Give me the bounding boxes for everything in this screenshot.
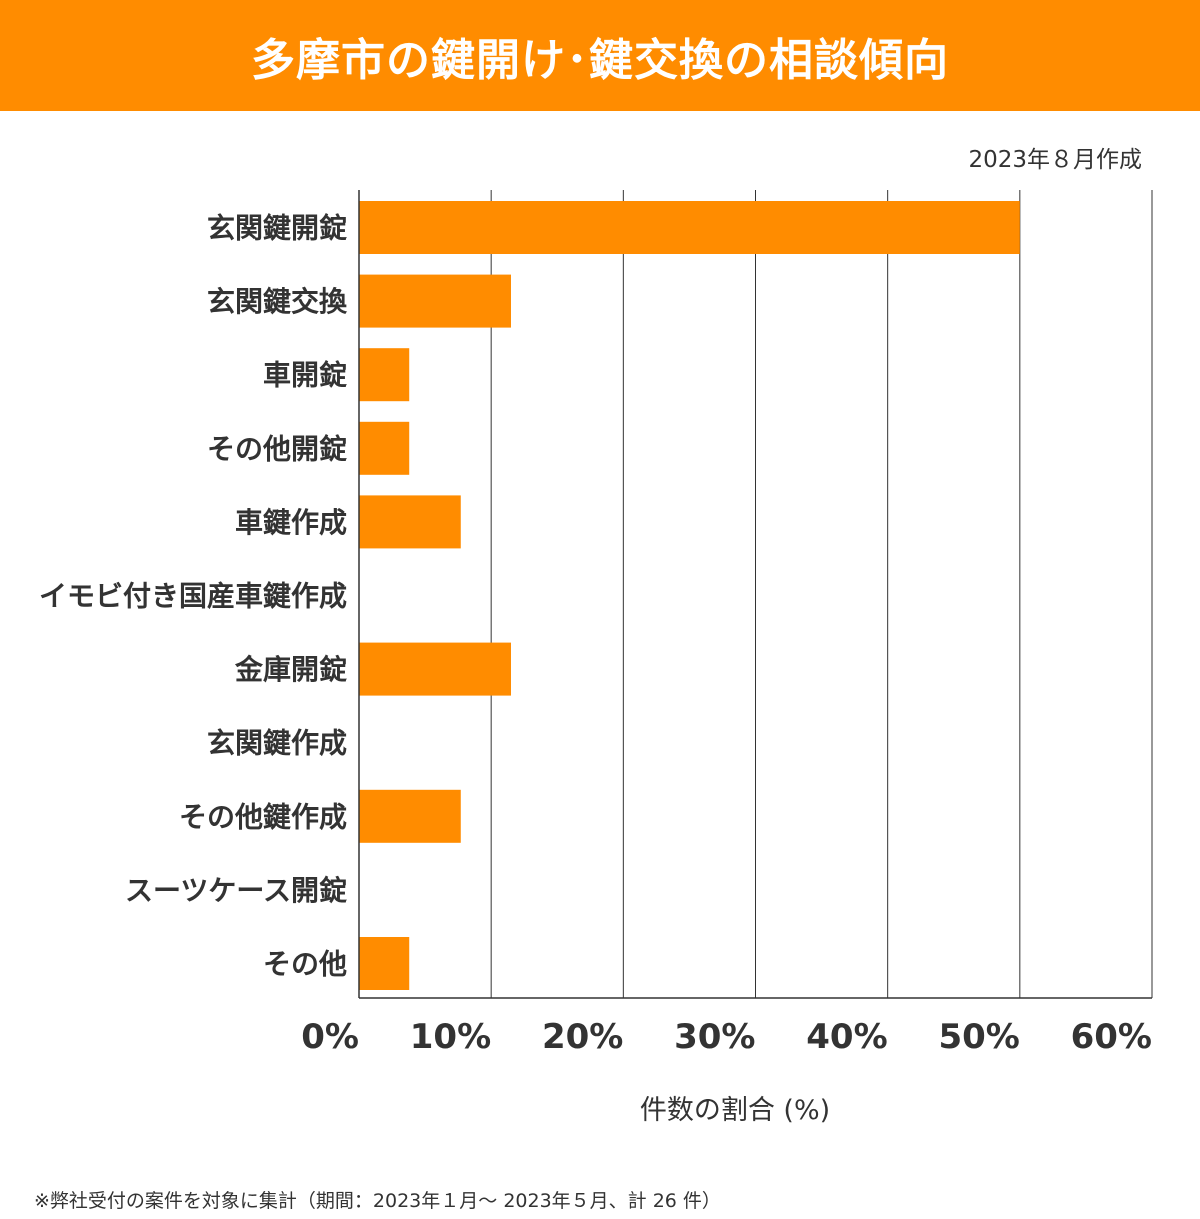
category-label-7: 玄関鍵作成 bbox=[207, 727, 347, 760]
category-labels: 玄関鍵開錠玄関鍵交換車開錠その他開錠車鍵作成イモビ付き国産車鍵作成金庫開錠玄関鍵… bbox=[39, 212, 348, 981]
category-label-5: イモビ付き国産車鍵作成 bbox=[39, 580, 347, 613]
category-label-1: 玄関鍵交換 bbox=[207, 285, 348, 318]
tick-label-20: 20% bbox=[542, 1017, 623, 1057]
footnote: ※弊社受付の案件を対象に集計（期間：2023年１月～ 2023年５月、計 26 … bbox=[34, 1190, 721, 1212]
tick-labels: 0% 10% 20% 30% 40% 50% 60% bbox=[301, 1017, 1152, 1057]
created-date: 2023年８月作成 bbox=[968, 147, 1142, 173]
bar-3 bbox=[359, 421, 410, 475]
category-label-9: スーツケース開錠 bbox=[125, 874, 347, 907]
category-label-4: 車鍵作成 bbox=[235, 506, 347, 539]
chart-title: 多摩市の鍵開け･鍵交換の相談傾向 bbox=[0, 0, 1200, 111]
bar-2 bbox=[359, 348, 410, 402]
tick-label-30: 30% bbox=[674, 1017, 755, 1057]
bar-0 bbox=[359, 201, 1020, 254]
x-axis-label: 件数の割合 (%) bbox=[639, 1095, 831, 1126]
tick-label-60: 60% bbox=[1071, 1017, 1152, 1057]
category-label-6: 金庫開錠 bbox=[234, 653, 347, 686]
category-label-3: その他開錠 bbox=[207, 432, 347, 465]
category-label-0: 玄関鍵開錠 bbox=[207, 212, 347, 245]
tick-label-40: 40% bbox=[806, 1017, 887, 1057]
bar-6 bbox=[359, 642, 511, 696]
axes bbox=[358, 190, 1152, 999]
category-label-8: その他鍵作成 bbox=[179, 800, 347, 833]
grid-lines bbox=[490, 190, 1153, 998]
tick-label-10: 10% bbox=[410, 1017, 491, 1057]
bars bbox=[359, 201, 1020, 990]
category-label-10: その他 bbox=[263, 948, 347, 981]
bar-10 bbox=[359, 937, 410, 990]
tick-label-50: 50% bbox=[938, 1017, 1019, 1057]
bar-8 bbox=[359, 789, 461, 843]
category-label-2: 車開錠 bbox=[263, 359, 347, 392]
bar-1 bbox=[359, 274, 511, 328]
tick-label-0: 0% bbox=[301, 1017, 359, 1057]
bar-4 bbox=[359, 495, 461, 549]
